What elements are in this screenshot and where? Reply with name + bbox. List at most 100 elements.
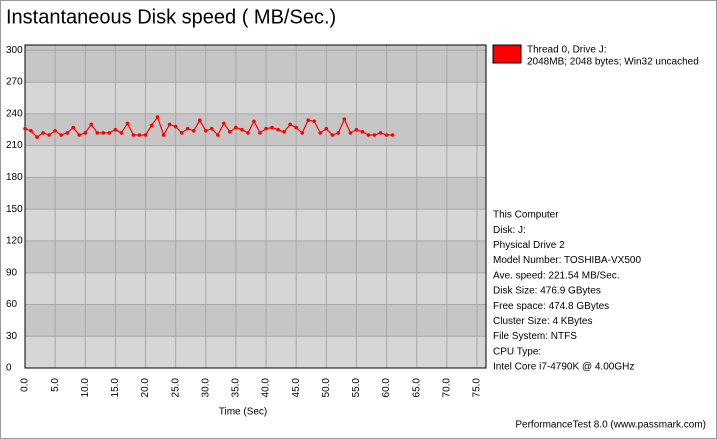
data-point bbox=[258, 131, 262, 135]
data-point bbox=[306, 118, 311, 122]
data-point bbox=[143, 133, 148, 137]
data-point bbox=[167, 122, 172, 127]
y-tick-label: 300 bbox=[6, 45, 23, 56]
data-point bbox=[65, 131, 69, 135]
y-tick-label: 90 bbox=[6, 267, 18, 278]
data-point bbox=[342, 117, 347, 121]
info-line: Intel Core i7-4790K @ 4.00GHz bbox=[493, 362, 634, 373]
data-point bbox=[276, 127, 280, 132]
x-tick-label: 30.0 bbox=[200, 378, 211, 398]
data-point bbox=[71, 125, 76, 130]
data-point bbox=[173, 124, 178, 129]
data-point bbox=[312, 119, 317, 124]
y-tick-label: 240 bbox=[6, 108, 23, 119]
info-line: Ave. speed: 221.54 MB/Sec. bbox=[493, 270, 620, 281]
data-point bbox=[101, 131, 106, 135]
data-point bbox=[324, 126, 329, 131]
info-line: This Computer bbox=[493, 210, 559, 221]
data-point bbox=[41, 131, 45, 135]
band bbox=[25, 45, 486, 51]
data-point bbox=[155, 115, 160, 119]
data-point bbox=[131, 133, 136, 137]
info-line: CPU Type: bbox=[493, 346, 541, 357]
data-point bbox=[228, 130, 232, 134]
x-tick-label: 20.0 bbox=[140, 378, 151, 398]
data-point bbox=[83, 131, 88, 135]
x-tick-label: 50.0 bbox=[321, 378, 332, 398]
data-point bbox=[288, 122, 292, 127]
info-line: Model Number: TOSHIBA-VX500 bbox=[493, 255, 641, 266]
x-tick-label: 10.0 bbox=[80, 378, 91, 398]
data-point bbox=[77, 133, 82, 137]
data-point bbox=[234, 125, 238, 130]
x-tick-label: 0.0 bbox=[20, 378, 31, 392]
data-point bbox=[35, 135, 39, 139]
y-tick-label: 0 bbox=[6, 363, 12, 374]
data-point bbox=[372, 133, 377, 137]
band bbox=[25, 50, 486, 83]
data-point bbox=[366, 133, 371, 137]
x-tick-label: 15.0 bbox=[110, 378, 121, 398]
y-tick-label: 120 bbox=[6, 236, 23, 247]
y-tick-label: 180 bbox=[6, 172, 23, 183]
data-point bbox=[216, 133, 220, 137]
band bbox=[25, 240, 486, 273]
plot-border bbox=[24, 44, 487, 369]
y-tick-label: 30 bbox=[6, 331, 18, 342]
legend-swatch bbox=[492, 44, 522, 64]
x-tick-label: 65.0 bbox=[411, 378, 422, 398]
data-point bbox=[330, 133, 335, 137]
data-point bbox=[348, 131, 353, 135]
data-point bbox=[119, 131, 124, 135]
data-point bbox=[336, 131, 341, 135]
data-point bbox=[125, 121, 130, 126]
data-point bbox=[210, 126, 214, 131]
x-tick-label: 35.0 bbox=[231, 378, 242, 398]
band bbox=[25, 113, 486, 146]
x-tick-label: 45.0 bbox=[291, 378, 302, 398]
data-point bbox=[59, 133, 63, 137]
info-line: Disk: J: bbox=[493, 225, 526, 236]
x-axis-label: Time (Sec) bbox=[219, 407, 268, 418]
y-tick-label: 270 bbox=[6, 77, 23, 88]
data-point bbox=[107, 131, 112, 135]
data-point bbox=[149, 123, 154, 128]
data-point bbox=[378, 131, 383, 135]
data-point bbox=[222, 121, 226, 126]
chart-title: Instantaneous Disk speed ( MB/Sec.) bbox=[6, 6, 336, 28]
data-point bbox=[95, 131, 100, 135]
x-tick-label: 60.0 bbox=[381, 378, 392, 398]
data-point bbox=[47, 133, 51, 137]
data-point bbox=[23, 126, 27, 131]
info-line: Cluster Size: 4 KBytes bbox=[493, 316, 592, 327]
data-point bbox=[300, 131, 305, 135]
data-point bbox=[203, 128, 208, 133]
info-line: File System: NTFS bbox=[493, 331, 577, 342]
x-tick-label: 25.0 bbox=[170, 378, 181, 398]
data-point bbox=[282, 130, 286, 134]
data-point bbox=[264, 126, 268, 131]
footer: PerformanceTest 8.0 (www.passmark.com) bbox=[515, 420, 706, 431]
x-tick-label: 55.0 bbox=[351, 378, 362, 398]
data-point bbox=[384, 133, 389, 137]
data-point bbox=[113, 127, 118, 132]
x-tick-label: 40.0 bbox=[261, 378, 272, 398]
data-point bbox=[179, 131, 184, 135]
data-point bbox=[354, 127, 359, 132]
data-point bbox=[246, 131, 250, 135]
info-line: Free space: 474.8 GBytes bbox=[493, 301, 609, 312]
data-point bbox=[185, 126, 190, 131]
data-point bbox=[294, 125, 298, 130]
y-tick-label: 60 bbox=[6, 299, 18, 310]
data-point bbox=[89, 122, 94, 127]
x-tick-label: 70.0 bbox=[441, 378, 452, 398]
info-line: Disk Size: 476.9 GBytes bbox=[493, 286, 601, 297]
data-point bbox=[53, 128, 57, 133]
legend-description: 2048MB; 2048 bytes; Win32 uncached bbox=[527, 57, 699, 68]
data-point bbox=[390, 133, 395, 137]
data-point bbox=[360, 130, 365, 134]
data-point bbox=[240, 127, 244, 132]
x-tick-label: 75.0 bbox=[472, 378, 483, 398]
y-tick-label: 150 bbox=[6, 204, 23, 215]
